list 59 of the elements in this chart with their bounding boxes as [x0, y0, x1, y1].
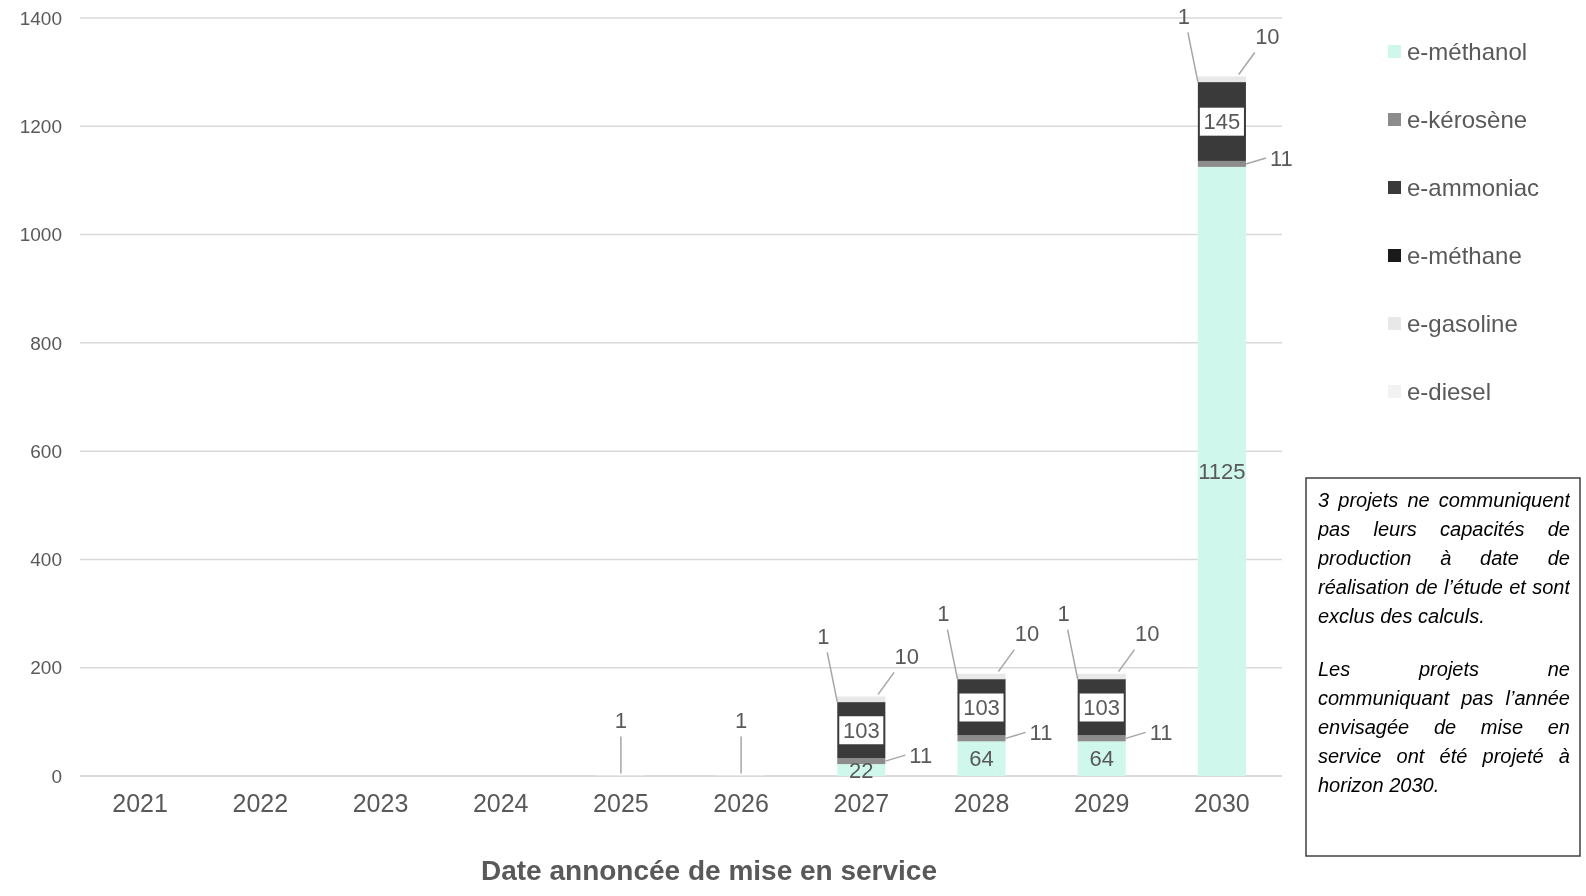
x-tick-label: 2029 [1073, 789, 1130, 817]
data-label: 10 [1134, 621, 1160, 647]
bar [837, 758, 886, 765]
data-label: 10 [894, 644, 920, 670]
bar [1197, 160, 1246, 167]
data-label: 64 [969, 746, 994, 772]
x-tick-label: 2022 [232, 789, 289, 817]
legend-label: e-gasoline [1407, 310, 1518, 338]
data-label: 64 [1089, 746, 1114, 772]
text: Les projets ne communiquant pas l’année envisagée de mise en service ont été projeté à horizon 2030. [1318, 657, 1570, 798]
legend-label: e-diesel [1407, 378, 1492, 406]
data-label: 1 [1057, 601, 1070, 627]
legend-label: e-méthanol [1407, 38, 1528, 66]
x-tick-label: 2027 [833, 789, 890, 817]
data-label: 1 [614, 708, 628, 734]
x-tick-label: 2030 [1194, 789, 1250, 817]
bar [837, 696, 886, 702]
x-tick-label: 2023 [352, 789, 409, 817]
legend-label: e-kérosène [1407, 106, 1528, 134]
data-label: 1 [1177, 4, 1190, 30]
data-label: 103 [1083, 695, 1121, 721]
data-label: 10 [1014, 621, 1040, 647]
legend-label: e-ammoniac [1407, 174, 1540, 202]
bar [957, 735, 1006, 742]
x-tick-label: 2024 [472, 789, 529, 817]
data-label: 11 [1149, 720, 1173, 746]
y-tick-label: 800 [30, 332, 62, 354]
bar [1197, 166, 1246, 776]
data-label: 1 [817, 624, 830, 650]
bar [957, 741, 1006, 776]
bar [957, 673, 1006, 680]
data-label: 1 [734, 708, 748, 734]
y-tick-label: 1000 [19, 224, 62, 246]
y-tick-label: 200 [30, 657, 62, 679]
data-label: 11 [1029, 720, 1053, 746]
bar [1077, 735, 1126, 742]
data-label: 1 [937, 601, 950, 627]
data-label: 145 [1203, 109, 1241, 135]
x-tick-label: 2026 [713, 789, 769, 817]
x-tick-label: 2028 [953, 789, 1010, 817]
y-tick-label: 1200 [19, 115, 62, 137]
bar [1077, 673, 1126, 680]
data-label: 103 [963, 695, 1000, 721]
y-tick-label: 600 [30, 440, 62, 462]
y-tick-label: 0 [51, 765, 62, 787]
data-label: 103 [842, 717, 880, 743]
data-label: 10 [1255, 24, 1280, 50]
data-label: 22 [849, 757, 874, 783]
data-label: 11 [1269, 145, 1293, 171]
legend-label: e-méthane [1407, 242, 1522, 270]
x-axis-title: Date annoncée de mise en service [481, 855, 937, 886]
y-tick-label: 400 [30, 549, 62, 571]
y-tick-label: 1400 [19, 7, 62, 29]
text: 3 projets ne communiquent pas leurs capacités de production à date de réalisation de l’étude et sont exclus des calculs. [1318, 488, 1570, 629]
x-tick-label: 2021 [112, 789, 168, 817]
data-label: 1125 [1198, 459, 1246, 485]
x-tick-label: 2025 [593, 789, 649, 817]
data-label: 11 [909, 742, 933, 768]
bar [1197, 76, 1246, 82]
